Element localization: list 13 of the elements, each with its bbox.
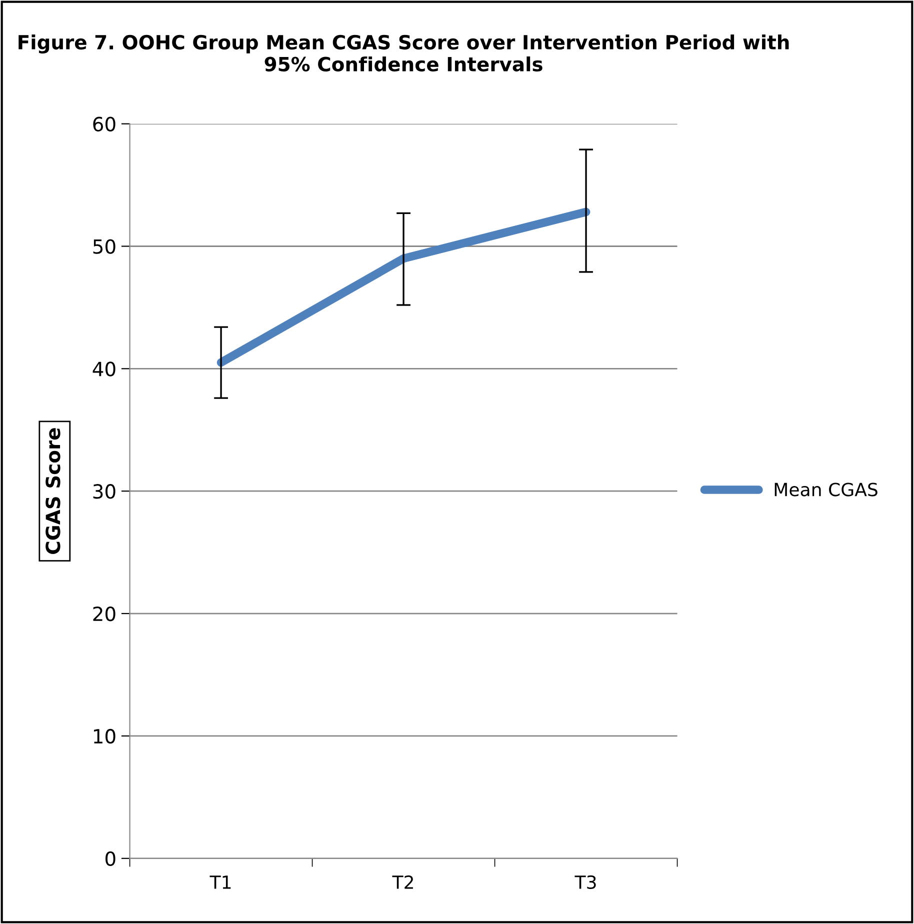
chart-title: Figure 7. OOHC Group Mean CGAS Score over Intervention Period with 95% Confidence Intervals	[18, 34, 789, 72]
y-axis-title: CGAS Score	[46, 428, 60, 554]
y-tick-label: 60	[93, 116, 116, 132]
y-tick-label: 40	[92, 362, 116, 376]
x-tick-label: T1	[210, 876, 231, 889]
y-tick-label: 10	[94, 728, 116, 744]
x-tick-label: T3	[574, 875, 596, 890]
x-tick-label: T2	[392, 875, 413, 889]
y-tick-label: 30	[93, 484, 116, 499]
y-tick-label: 0	[106, 851, 116, 866]
legend-label: Mean CGAS	[774, 482, 878, 496]
y-tick-label: 20	[93, 606, 116, 622]
y-tick-label: 50	[93, 239, 116, 254]
